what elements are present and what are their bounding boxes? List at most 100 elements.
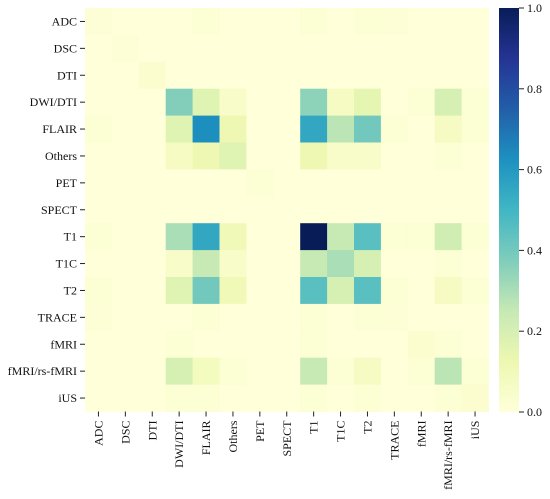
heatmap-cell bbox=[165, 34, 193, 63]
heatmap-cell bbox=[380, 61, 409, 90]
heatmap-cell bbox=[138, 196, 167, 224]
y-tick-label: T1C bbox=[56, 257, 77, 271]
heatmap-cell bbox=[111, 115, 140, 143]
heatmap-cell bbox=[354, 357, 382, 385]
x-tick-label: ADC bbox=[91, 421, 105, 446]
heatmap-cell bbox=[273, 303, 301, 332]
heatmap-cell bbox=[219, 61, 247, 90]
heatmap-cell bbox=[461, 169, 489, 197]
x-tick-label: PET bbox=[253, 420, 267, 442]
heatmap-cell bbox=[138, 8, 167, 36]
heatmap-cell bbox=[273, 8, 301, 36]
heatmap-cell bbox=[85, 330, 113, 359]
heatmap-cell bbox=[354, 277, 382, 305]
heatmap-cell bbox=[380, 115, 409, 143]
heatmap-cell bbox=[192, 88, 220, 116]
heatmap-cell bbox=[461, 88, 489, 116]
heatmap-cell bbox=[327, 196, 355, 224]
heatmap-cell bbox=[165, 169, 193, 197]
heatmap-cell bbox=[138, 169, 167, 197]
y-tick-label: SPECT bbox=[41, 203, 78, 217]
heatmap-cell bbox=[246, 357, 274, 385]
heatmap-cell bbox=[300, 61, 328, 90]
heatmap-cell bbox=[85, 61, 113, 90]
heatmap-cell bbox=[246, 330, 274, 359]
heatmap-cell bbox=[273, 196, 301, 224]
heatmap-cell bbox=[354, 115, 382, 143]
heatmap-cell bbox=[407, 8, 436, 36]
heatmap-cell bbox=[434, 277, 462, 305]
heatmap-cell bbox=[354, 169, 382, 197]
heatmap-cell bbox=[165, 88, 193, 116]
heatmap-cell bbox=[434, 88, 462, 116]
heatmap-cell bbox=[111, 61, 140, 90]
heatmap-cell bbox=[219, 384, 247, 412]
heatmap-cell bbox=[111, 142, 140, 170]
heatmap-cell bbox=[192, 277, 220, 305]
colorbar-tick-label: 0.6 bbox=[527, 163, 542, 177]
heatmap-cell bbox=[300, 115, 328, 143]
y-tick-label: TRACE bbox=[38, 310, 77, 324]
heatmap-cell bbox=[300, 8, 328, 36]
heatmap-cell bbox=[273, 115, 301, 143]
x-tick-label: FLAIR bbox=[199, 421, 213, 456]
colorbar-tick-label: 0.8 bbox=[527, 82, 542, 96]
heatmap-cell bbox=[219, 330, 247, 359]
heatmap-cell bbox=[219, 223, 247, 251]
heatmap-cell bbox=[434, 115, 462, 143]
heatmap-cell bbox=[219, 169, 247, 197]
heatmap-cell bbox=[327, 115, 355, 143]
heatmap-cell bbox=[434, 357, 462, 385]
heatmap-cell bbox=[138, 250, 167, 278]
heatmap-cell bbox=[407, 384, 436, 412]
heatmap-cell bbox=[111, 303, 140, 332]
heatmap-cell bbox=[273, 250, 301, 278]
heatmap-cell bbox=[219, 8, 247, 36]
heatmap-cell bbox=[327, 330, 355, 359]
heatmap-cell bbox=[380, 88, 409, 116]
heatmap-cell bbox=[354, 8, 382, 36]
heatmap-cell bbox=[85, 223, 113, 251]
heatmap-cell bbox=[354, 330, 382, 359]
heatmap-cell bbox=[192, 8, 220, 36]
colorbar bbox=[499, 8, 519, 412]
heatmap-cell bbox=[273, 384, 301, 412]
heatmap-cell bbox=[327, 142, 355, 170]
heatmap-cell bbox=[300, 357, 328, 385]
y-tick-label: DWI/DTI bbox=[30, 95, 77, 109]
heatmap-cell bbox=[354, 34, 382, 63]
heatmap-cell bbox=[138, 115, 167, 143]
heatmap-cell bbox=[300, 34, 328, 63]
heatmap-cell bbox=[246, 34, 274, 63]
heatmap-cell bbox=[300, 169, 328, 197]
heatmap-cell bbox=[246, 384, 274, 412]
heatmap-cell bbox=[327, 61, 355, 90]
heatmap-cell bbox=[273, 357, 301, 385]
heatmap-cell bbox=[354, 303, 382, 332]
y-tick-label: PET bbox=[56, 176, 78, 190]
heatmap-cell bbox=[85, 169, 113, 197]
heatmap-cell bbox=[434, 142, 462, 170]
heatmap-cell bbox=[192, 384, 220, 412]
heatmap-cell bbox=[192, 169, 220, 197]
colorbar-tick-label: 0.0 bbox=[527, 405, 542, 419]
y-tick-label: T2 bbox=[64, 283, 77, 297]
heatmap-cell bbox=[380, 196, 409, 224]
heatmap-cell bbox=[85, 384, 113, 412]
heatmap-cell bbox=[111, 250, 140, 278]
heatmap-cell bbox=[461, 34, 489, 63]
x-axis-tick-labels: ADC DSC DTI DWI/DTI FLAIR Others PET SPECT T1 T1C… bbox=[91, 411, 482, 490]
y-tick-label: T1 bbox=[64, 230, 77, 244]
heatmap-cell bbox=[192, 303, 220, 332]
heatmap-cell bbox=[111, 223, 140, 251]
heatmap-cell bbox=[219, 34, 247, 63]
heatmap-cell bbox=[273, 61, 301, 90]
heatmap-cell bbox=[165, 61, 193, 90]
heatmap-cell bbox=[246, 115, 274, 143]
heatmap-cell bbox=[85, 277, 113, 305]
heatmap-cell bbox=[219, 357, 247, 385]
heatmap-cell bbox=[85, 196, 113, 224]
colorbar-tick-label: 0.2 bbox=[527, 324, 542, 338]
heatmap-cell bbox=[434, 169, 462, 197]
